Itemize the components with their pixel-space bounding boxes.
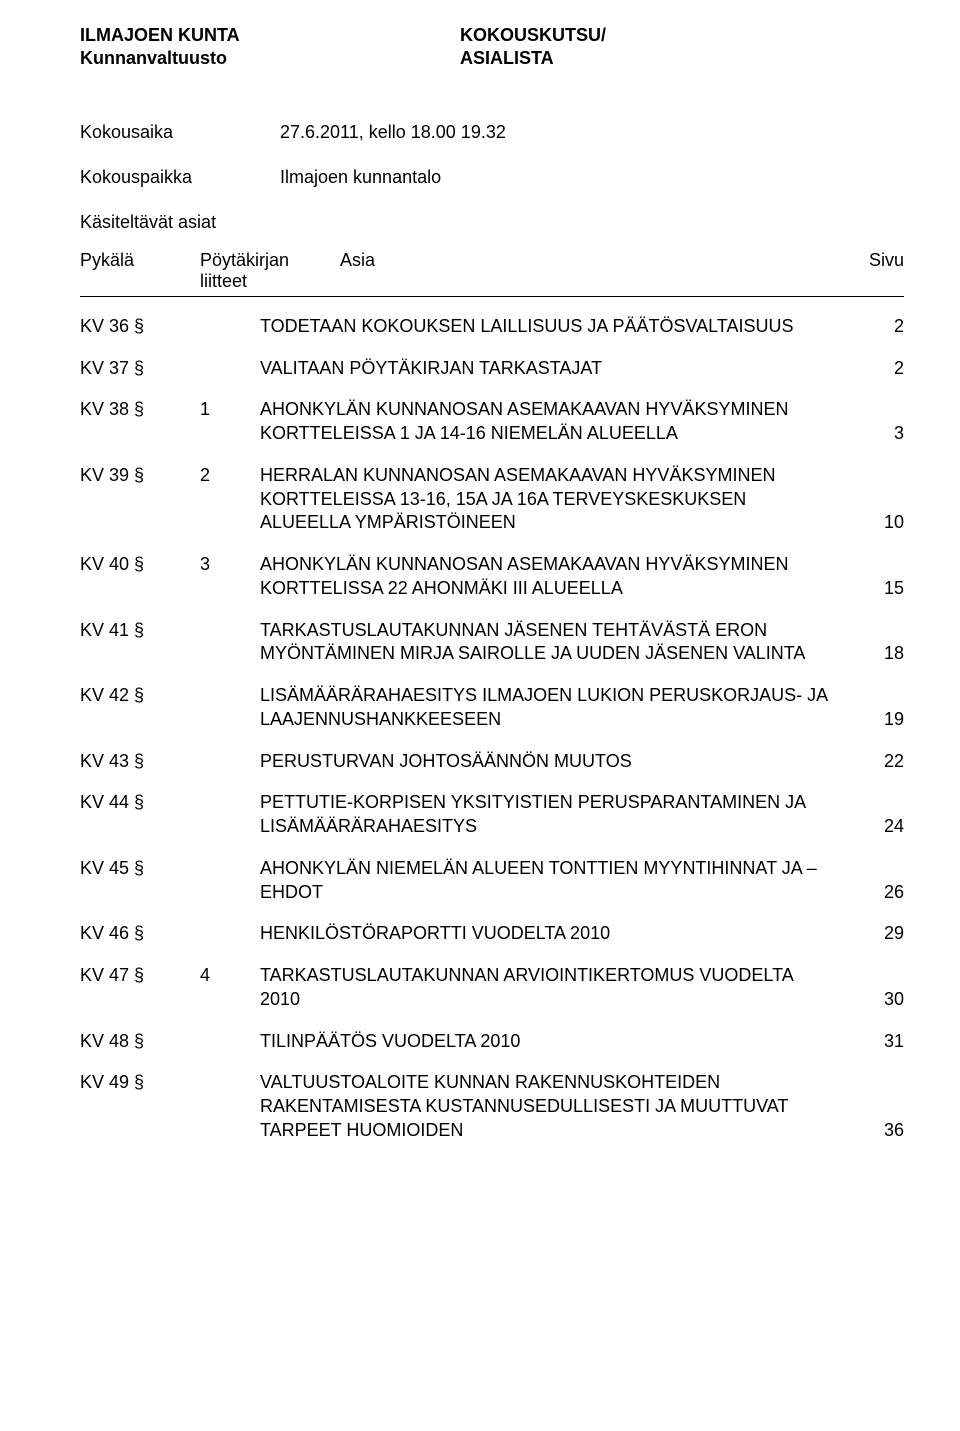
- agenda-item: KV 42 § LISÄMÄÄRÄRAHAESITYS ILMAJOEN LUKI…: [80, 684, 904, 732]
- table-subheader: Pykälä Pöytäkirjan liitteet Asia Sivu: [80, 250, 904, 292]
- agenda-item-ref: KV 40 §: [80, 553, 200, 577]
- agenda-item-ref: KV 48 §: [80, 1030, 200, 1054]
- agenda-item-page: 2: [844, 357, 904, 381]
- col-liitteet-line1: Pöytäkirjan: [200, 250, 340, 271]
- header-left: ILMAJOEN KUNTA Kunnanvaltuusto: [80, 24, 460, 71]
- agenda-item: KV 38 §1AHONKYLÄN KUNNANOSAN ASEMAKAAVAN…: [80, 398, 904, 446]
- agenda-item-ref: KV 44 §: [80, 791, 200, 815]
- agenda-item-page: 15: [844, 577, 904, 601]
- agenda-item-ref: KV 46 §: [80, 922, 200, 946]
- agenda-item-ref: KV 49 §: [80, 1071, 200, 1095]
- agenda-item: KV 41 § TARKASTUSLAUTAKUNNAN JÄSENEN TEHT…: [80, 619, 904, 667]
- agenda-item-ref: KV 47 §: [80, 964, 200, 988]
- agenda-item-attachment: 1: [200, 398, 260, 422]
- agenda-item: KV 44 § PETTUTIE-KORPISEN YKSITYISTIEN PE…: [80, 791, 904, 839]
- agenda-item-title: PERUSTURVAN JOHTOSÄÄNNÖN MUUTOS: [260, 750, 844, 774]
- agenda-item: KV 39 §2HERRALAN KUNNANOSAN ASEMAKAAVAN …: [80, 464, 904, 535]
- agenda-item: KV 49 § VALTUUSTOALOITE KUNNAN RAKENNUSKO…: [80, 1071, 904, 1142]
- agenda-item-ref: KV 39 §: [80, 464, 200, 488]
- agenda-item-title: VALTUUSTOALOITE KUNNAN RAKENNUSKOHTEIDEN…: [260, 1071, 844, 1142]
- header-divider: [80, 296, 904, 297]
- meeting-place-label: Kokouspaikka: [80, 164, 280, 191]
- document-header: ILMAJOEN KUNTA Kunnanvaltuusto KOKOUSKUT…: [80, 24, 904, 71]
- agenda-item-title: PETTUTIE-KORPISEN YKSITYISTIEN PERUSPARA…: [260, 791, 844, 839]
- agenda-item: KV 37 § VALITAAN PÖYTÄKIRJAN TARKASTAJAT2: [80, 357, 904, 381]
- agenda-item-ref: KV 42 §: [80, 684, 200, 708]
- meeting-place-value: Ilmajoen kunnantalo: [280, 164, 441, 191]
- agenda-item: KV 43 § PERUSTURVAN JOHTOSÄÄNNÖN MUUTOS22: [80, 750, 904, 774]
- doc-type-line2: ASIALISTA: [460, 47, 606, 70]
- agenda-item-page: 30: [844, 988, 904, 1012]
- col-pykala-label: Pykälä: [80, 250, 200, 292]
- agenda-item-ref: KV 43 §: [80, 750, 200, 774]
- col-liitteet-label: Pöytäkirjan liitteet: [200, 250, 340, 292]
- meeting-time-value: 27.6.2011, kello 18.00 19.32: [280, 119, 506, 146]
- agenda-item-page: 19: [844, 708, 904, 732]
- agenda-item: KV 47 §4TARKASTUSLAUTAKUNNAN ARVIOINTIKE…: [80, 964, 904, 1012]
- agenda-item-title: AHONKYLÄN KUNNANOSAN ASEMAKAAVAN HYVÄKSY…: [260, 398, 844, 446]
- meeting-meta: Kokousaika 27.6.2011, kello 18.00 19.32 …: [80, 119, 904, 236]
- agenda-item-page: 10: [844, 511, 904, 535]
- header-right: KOKOUSKUTSU/ ASIALISTA: [460, 24, 606, 71]
- agenda-item-attachment: 4: [200, 964, 260, 988]
- agenda-item-page: 2: [844, 315, 904, 339]
- agenda-item-title: TARKASTUSLAUTAKUNNAN ARVIOINTIKERTOMUS V…: [260, 964, 844, 1012]
- matters-label: Käsiteltävät asiat: [80, 209, 280, 236]
- agenda-item-page: 29: [844, 922, 904, 946]
- agenda-item: KV 36 § TODETAAN KOKOUKSEN LAILLISUUS JA …: [80, 315, 904, 339]
- body-name: Kunnanvaltuusto: [80, 47, 460, 70]
- agenda-item-ref: KV 41 §: [80, 619, 200, 643]
- agenda-items: KV 36 § TODETAAN KOKOUKSEN LAILLISUUS JA …: [80, 315, 904, 1143]
- agenda-item-page: 3: [844, 422, 904, 446]
- agenda-item-ref: KV 37 §: [80, 357, 200, 381]
- agenda-item-ref: KV 45 §: [80, 857, 200, 881]
- agenda-item-title: HERRALAN KUNNANOSAN ASEMAKAAVAN HYVÄKSYM…: [260, 464, 844, 535]
- agenda-item-ref: KV 38 §: [80, 398, 200, 422]
- agenda-item-page: 36: [844, 1119, 904, 1143]
- org-name: ILMAJOEN KUNTA: [80, 24, 460, 47]
- agenda-item-attachment: 3: [200, 553, 260, 577]
- agenda-item-title: AHONKYLÄN KUNNANOSAN ASEMAKAAVAN HYVÄKSY…: [260, 553, 844, 601]
- agenda-item-page: 18: [844, 642, 904, 666]
- col-liitteet-line2: liitteet: [200, 271, 340, 292]
- col-asia-label: Asia: [340, 250, 844, 292]
- agenda-item: KV 48 § TILINPÄÄTÖS VUODELTA 201031: [80, 1030, 904, 1054]
- agenda-item-page: 31: [844, 1030, 904, 1054]
- agenda-item-page: 26: [844, 881, 904, 905]
- agenda-item-title: HENKILÖSTÖRAPORTTI VUODELTA 2010: [260, 922, 844, 946]
- doc-type-line1: KOKOUSKUTSU/: [460, 24, 606, 47]
- agenda-item: KV 45 § AHONKYLÄN NIEMELÄN ALUEEN TONTTIE…: [80, 857, 904, 905]
- agenda-item-title: VALITAAN PÖYTÄKIRJAN TARKASTAJAT: [260, 357, 844, 381]
- agenda-item: KV 46 § HENKILÖSTÖRAPORTTI VUODELTA 20102…: [80, 922, 904, 946]
- agenda-item-page: 22: [844, 750, 904, 774]
- agenda-item-ref: KV 36 §: [80, 315, 200, 339]
- agenda-item-title: TILINPÄÄTÖS VUODELTA 2010: [260, 1030, 844, 1054]
- col-sivu-label: Sivu: [844, 250, 904, 292]
- agenda-item-page: 24: [844, 815, 904, 839]
- agenda-item-title: TODETAAN KOKOUKSEN LAILLISUUS JA PÄÄTÖSV…: [260, 315, 844, 339]
- meeting-time-label: Kokousaika: [80, 119, 280, 146]
- agenda-item-attachment: 2: [200, 464, 260, 488]
- agenda-item-title: AHONKYLÄN NIEMELÄN ALUEEN TONTTIEN MYYNT…: [260, 857, 844, 905]
- agenda-item-title: LISÄMÄÄRÄRAHAESITYS ILMAJOEN LUKION PERU…: [260, 684, 844, 732]
- agenda-item: KV 40 §3AHONKYLÄN KUNNANOSAN ASEMAKAAVAN…: [80, 553, 904, 601]
- agenda-item-title: TARKASTUSLAUTAKUNNAN JÄSENEN TEHTÄVÄSTÄ …: [260, 619, 844, 667]
